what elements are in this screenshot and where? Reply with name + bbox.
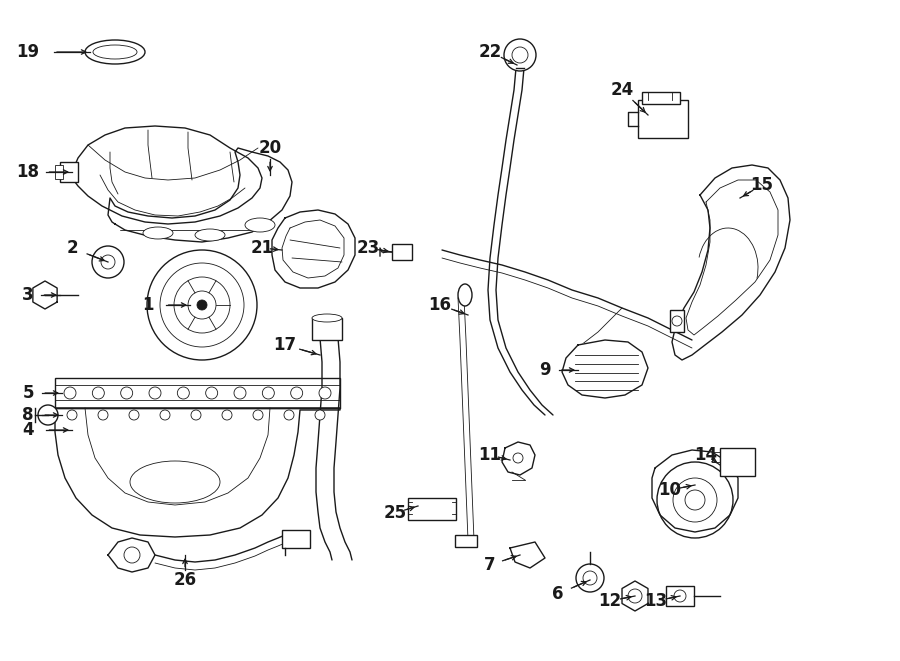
- Circle shape: [93, 387, 104, 399]
- Polygon shape: [55, 408, 340, 537]
- Bar: [392, 244, 412, 260]
- Circle shape: [174, 277, 230, 333]
- Text: 17: 17: [274, 336, 297, 354]
- Circle shape: [129, 410, 139, 420]
- Circle shape: [101, 255, 115, 269]
- Polygon shape: [33, 281, 57, 309]
- Circle shape: [513, 453, 523, 463]
- Circle shape: [504, 39, 536, 71]
- Ellipse shape: [143, 227, 173, 239]
- Circle shape: [67, 410, 77, 420]
- Ellipse shape: [93, 45, 137, 59]
- Text: 12: 12: [598, 592, 622, 610]
- Text: 11: 11: [479, 446, 501, 464]
- Text: 6: 6: [553, 585, 563, 603]
- Circle shape: [98, 410, 108, 420]
- Circle shape: [147, 250, 257, 360]
- Ellipse shape: [85, 40, 145, 64]
- Text: 2: 2: [67, 239, 77, 257]
- Circle shape: [685, 490, 705, 510]
- Polygon shape: [108, 538, 155, 572]
- Circle shape: [160, 263, 244, 347]
- Circle shape: [253, 410, 263, 420]
- Text: 25: 25: [383, 504, 407, 522]
- Text: 24: 24: [610, 81, 634, 99]
- Ellipse shape: [458, 284, 472, 306]
- Text: 26: 26: [174, 571, 196, 589]
- Text: 10: 10: [659, 481, 681, 499]
- Circle shape: [222, 410, 232, 420]
- Polygon shape: [108, 148, 292, 242]
- Circle shape: [512, 47, 528, 63]
- Circle shape: [160, 410, 170, 420]
- Ellipse shape: [245, 218, 275, 232]
- Bar: [312, 318, 342, 340]
- Bar: [642, 92, 680, 104]
- Ellipse shape: [195, 229, 225, 241]
- Circle shape: [92, 246, 124, 278]
- Polygon shape: [672, 165, 790, 360]
- Polygon shape: [510, 542, 545, 568]
- Text: 5: 5: [22, 384, 34, 402]
- Circle shape: [121, 387, 132, 399]
- Ellipse shape: [312, 314, 342, 322]
- Bar: [666, 586, 694, 606]
- Text: 9: 9: [539, 361, 551, 379]
- Circle shape: [657, 462, 733, 538]
- Circle shape: [206, 387, 218, 399]
- Circle shape: [628, 589, 642, 603]
- Text: 23: 23: [356, 239, 380, 257]
- Circle shape: [197, 300, 207, 310]
- Circle shape: [38, 405, 58, 425]
- Text: 1: 1: [142, 296, 154, 314]
- Bar: [720, 448, 755, 476]
- Circle shape: [315, 410, 325, 420]
- Text: 4: 4: [22, 421, 34, 439]
- Circle shape: [576, 564, 604, 592]
- Polygon shape: [562, 340, 648, 398]
- Bar: [455, 535, 477, 547]
- Bar: [408, 498, 456, 520]
- Text: 19: 19: [16, 43, 40, 61]
- Circle shape: [188, 291, 216, 319]
- Circle shape: [672, 316, 682, 326]
- Circle shape: [64, 387, 76, 399]
- Text: 21: 21: [250, 239, 274, 257]
- Text: 20: 20: [258, 139, 282, 157]
- Circle shape: [149, 387, 161, 399]
- Circle shape: [191, 410, 201, 420]
- Circle shape: [262, 387, 274, 399]
- Circle shape: [284, 410, 294, 420]
- Bar: [55, 165, 63, 179]
- Circle shape: [319, 387, 331, 399]
- Circle shape: [177, 387, 189, 399]
- Bar: [282, 530, 310, 548]
- Polygon shape: [502, 442, 535, 475]
- Text: 14: 14: [695, 446, 717, 464]
- Text: 3: 3: [22, 286, 34, 304]
- Polygon shape: [272, 210, 355, 288]
- Text: 18: 18: [16, 163, 40, 181]
- Circle shape: [673, 478, 717, 522]
- Circle shape: [674, 590, 686, 602]
- Circle shape: [124, 547, 140, 563]
- Polygon shape: [72, 126, 262, 224]
- Bar: [60, 162, 78, 182]
- Text: 15: 15: [751, 176, 773, 194]
- Circle shape: [583, 571, 597, 585]
- Text: 7: 7: [484, 556, 496, 574]
- Ellipse shape: [130, 461, 220, 503]
- Bar: [55, 378, 340, 408]
- Text: 16: 16: [428, 296, 452, 314]
- Circle shape: [234, 387, 246, 399]
- Text: 8: 8: [22, 406, 34, 424]
- Text: 13: 13: [644, 592, 668, 610]
- Circle shape: [291, 387, 302, 399]
- Bar: [638, 100, 688, 138]
- Bar: [670, 310, 684, 332]
- Polygon shape: [622, 581, 648, 611]
- Text: 22: 22: [479, 43, 501, 61]
